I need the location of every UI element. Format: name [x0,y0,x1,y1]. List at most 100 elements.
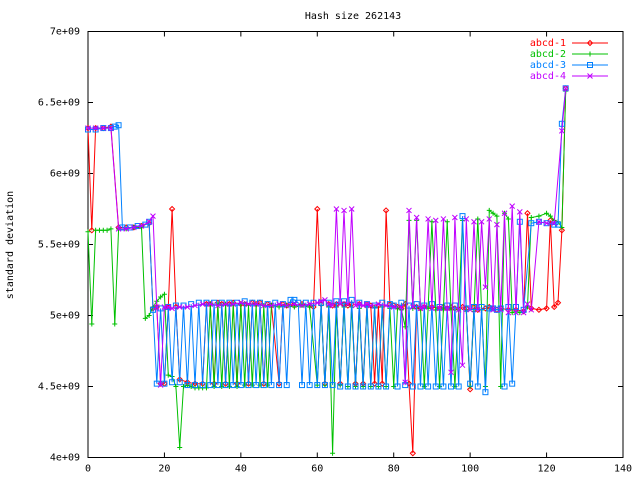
plot-frame [87,31,624,458]
data-point [333,206,340,212]
data-point [524,210,531,217]
x-tick-label: 60 [311,464,323,475]
data-point [100,125,107,131]
legend-label: abcd-4 [530,71,566,82]
data-point [222,301,229,307]
data-point [333,298,340,305]
data-point [192,382,198,389]
data-point [85,125,91,131]
data-point [448,383,455,390]
legend-label: abcd-2 [530,49,566,60]
series-line [87,88,567,454]
data-point [406,207,412,214]
data-point [260,382,267,389]
data-point [486,216,493,222]
data-point [482,284,489,290]
data-point [291,301,298,307]
data-point [89,321,95,327]
data-point [463,216,470,222]
data-point [131,224,137,231]
data-point [222,382,229,389]
data-point [474,383,481,390]
data-point [383,302,389,309]
data-point [348,296,355,303]
data-point [493,306,500,313]
data-point [314,382,321,389]
data-point [494,221,500,228]
data-point [390,302,397,309]
data-point [432,383,439,390]
series-abcd-4 [85,85,569,388]
data-point [85,126,91,133]
data-point [364,301,370,307]
data-point [276,301,282,307]
data-point [383,383,390,390]
data-point [367,302,374,309]
data-point [544,210,550,216]
data-point [382,207,390,214]
y-axis: 4e+09 4.5e+09 5e+09 5.5e+09 6e+09 6.5e+09 7e+0… [38,27,623,464]
data-point [192,302,198,309]
data-point [299,382,305,389]
data-point [108,125,114,131]
data-point [509,380,516,387]
data-point [417,305,424,312]
data-point [325,299,332,306]
data-point [287,296,294,303]
y-tick-label: 7e+09 [50,27,80,38]
data-point [314,205,321,213]
x-tick-label: 80 [388,464,400,475]
data-point [466,386,474,393]
data-point [471,218,477,225]
data-point [341,207,347,214]
data-point [482,389,489,396]
data-point [429,305,435,312]
data-point [505,309,512,316]
data-point [230,301,237,307]
data-point [150,213,156,219]
data-point [554,299,562,306]
data-point [509,310,515,316]
data-point [307,304,313,310]
data-point [448,369,454,376]
data-point [123,226,130,232]
data-point [390,304,397,310]
data-point [440,216,447,222]
data-point [452,214,458,221]
data-point [367,383,374,390]
series-line [88,88,567,393]
data-point [173,384,179,389]
x-tick-label: 20 [158,464,170,475]
data-point [207,301,214,307]
data-point [459,362,466,369]
data-point [283,382,290,389]
x-tick-label: 140 [614,464,632,475]
data-point [207,382,214,389]
data-point [459,213,466,220]
legend-label: abcd-1 [530,38,566,49]
data-point [543,305,550,312]
y-tick-label: 6.5e+09 [38,98,80,109]
data-point [306,301,313,307]
data-point [394,383,401,390]
data-point [276,382,283,389]
x-tick-label: 0 [85,464,91,475]
data-point [413,214,420,221]
data-point [153,304,160,310]
data-point [356,299,363,306]
data-point [478,303,485,310]
data-point [146,218,153,225]
data-point [321,382,328,389]
data-point [318,298,324,305]
data-point [176,379,183,386]
data-point [115,122,122,129]
data-point [375,383,382,390]
data-point [161,291,167,297]
data-point [467,306,473,313]
data-point [85,229,91,235]
data-point [268,382,275,389]
data-point [329,382,336,389]
x-axis: 0 20 40 60 80 100 120 140 [85,31,632,475]
data-point [352,302,359,309]
data-point [528,306,535,313]
